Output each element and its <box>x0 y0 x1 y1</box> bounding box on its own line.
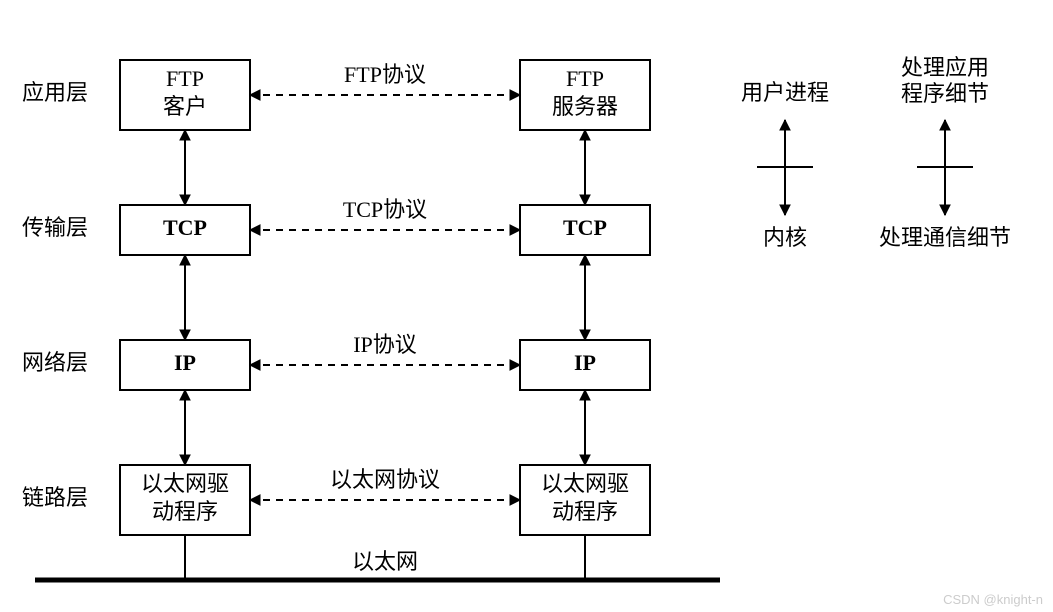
protocol-ftp-label: FTP协议 <box>344 62 426 87</box>
eth-left-line1: 以太网驱 <box>141 471 229 496</box>
layer-label-net: 网络层 <box>22 350 88 375</box>
ftp-client-line2: 客户 <box>163 94 207 119</box>
rs-top-label-2b: 程序细节 <box>901 81 989 106</box>
layer-label-link: 链路层 <box>22 485 88 510</box>
layer-label-trans: 传输层 <box>22 215 88 240</box>
protocol-tcp-label: TCP协议 <box>343 197 427 222</box>
rs-bot-label-2: 处理通信细节 <box>879 225 1011 250</box>
protocol-ip-label: IP协议 <box>353 332 417 357</box>
eth-right-line1: 以太网驱 <box>541 471 629 496</box>
rs-bot-label-1: 内核 <box>763 225 807 250</box>
tcp-left-label: TCP <box>163 215 207 240</box>
rs-top-label-2a: 处理应用 <box>901 55 989 80</box>
ip-right-label: IP <box>574 350 596 375</box>
ftp-server-line2: 服务器 <box>552 94 618 119</box>
medium-label: 以太网 <box>352 549 418 574</box>
layer-label-app: 应用层 <box>22 80 88 105</box>
rs-top-label-1: 用户进程 <box>741 80 829 105</box>
ip-left-label: IP <box>174 350 196 375</box>
ftp-client-line1: FTP <box>166 66 204 91</box>
ftp-server-line1: FTP <box>566 66 604 91</box>
protocol-eth-label: 以太网协议 <box>330 467 440 492</box>
eth-left-line2: 动程序 <box>152 499 218 524</box>
tcp-right-label: TCP <box>563 215 607 240</box>
eth-right-line2: 动程序 <box>552 499 618 524</box>
watermark: CSDN @knight-n <box>943 592 1043 607</box>
